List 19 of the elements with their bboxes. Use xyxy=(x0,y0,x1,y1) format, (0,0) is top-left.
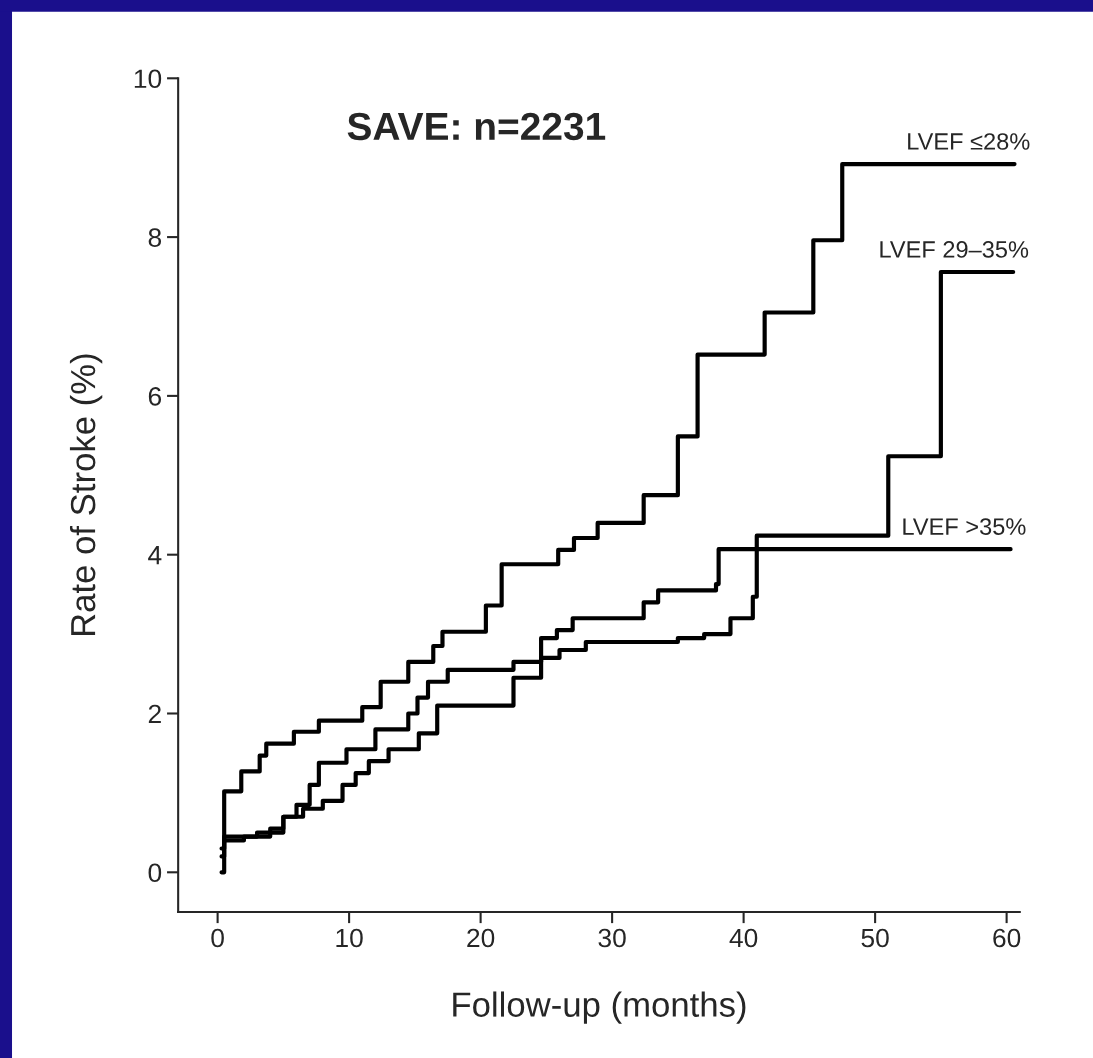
x-tick-label: 40 xyxy=(729,928,758,948)
y-tick-label: 2 xyxy=(148,704,161,724)
text: SAVE: n=2231 xyxy=(347,112,606,141)
x-tick-label: 50 xyxy=(861,928,889,948)
x-tick-label: 0 xyxy=(211,928,224,948)
y-tick-label: 8 xyxy=(148,228,162,247)
series-label: LVEF >35% xyxy=(903,518,1026,535)
x-tick-label: 30 xyxy=(598,928,626,948)
x-tick-label: 10 xyxy=(336,928,363,948)
x-axis-title: Follow-up (months) xyxy=(453,991,746,1024)
series-label: LVEF ≤28% xyxy=(908,133,1030,150)
y-tick-label: 4 xyxy=(148,546,162,565)
y-tick-label: 10 xyxy=(134,69,162,89)
y-tick-label: 6 xyxy=(148,387,162,406)
x-tick-label: 20 xyxy=(467,928,495,948)
y-tick-label: 0 xyxy=(148,863,162,883)
x-tick-label: 60 xyxy=(993,928,1021,948)
y-axis-title: Rate of Stroke (%) xyxy=(69,354,103,636)
series-label: LVEF 29–35% xyxy=(880,241,1029,258)
